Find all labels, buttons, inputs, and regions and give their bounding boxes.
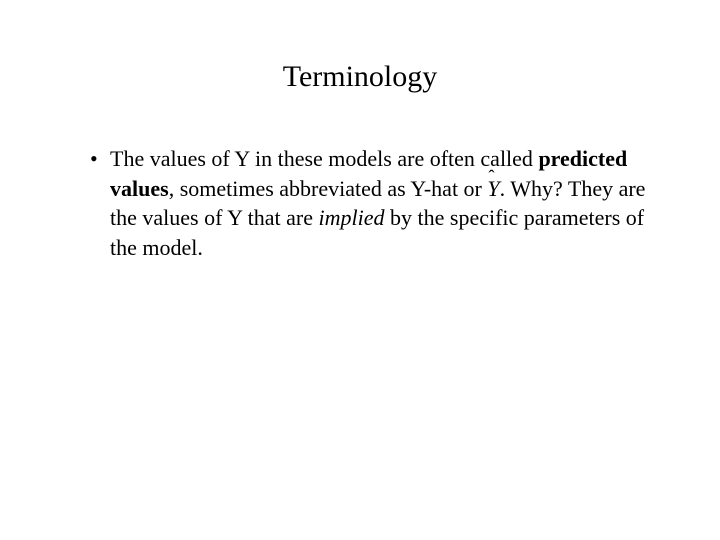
text-segment: The values of Y in these models are ofte… (110, 146, 538, 171)
slide-container: Terminology The values of Y in these mod… (0, 0, 720, 540)
y-hat-symbol: ˆY (487, 174, 499, 204)
bullet-list: The values of Y in these models are ofte… (60, 144, 660, 263)
bullet-item: The values of Y in these models are ofte… (90, 144, 660, 263)
slide-title: Terminology (60, 60, 660, 94)
text-segment: , sometimes abbreviated as Y-hat or (169, 176, 488, 201)
hat-accent: ˆ (488, 165, 494, 190)
italic-term-implied: implied (319, 205, 385, 230)
